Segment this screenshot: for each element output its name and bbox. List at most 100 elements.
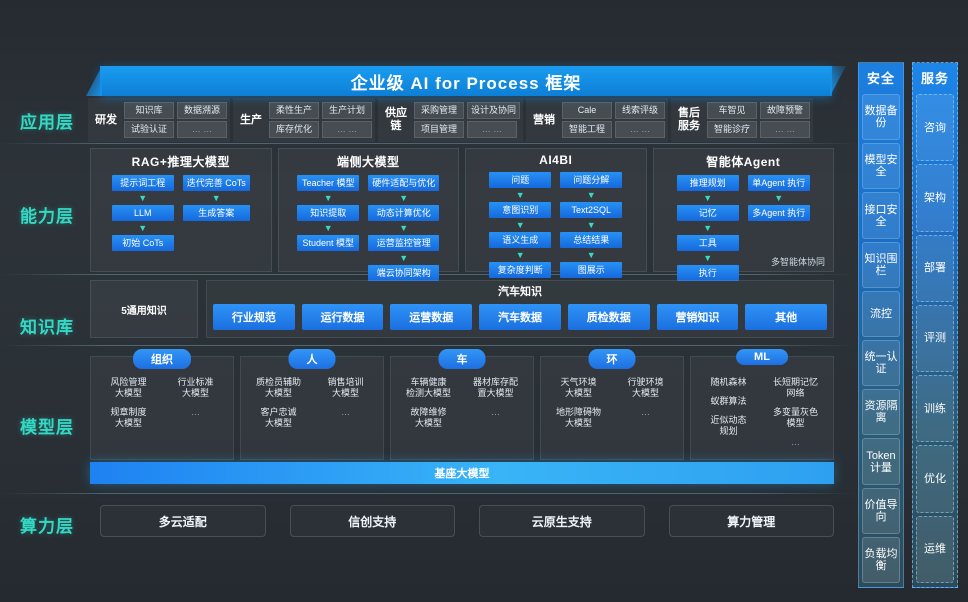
application-cell[interactable]: 线索评级 — [615, 102, 666, 119]
service-item[interactable]: 评测 — [916, 304, 954, 373]
capability-box[interactable]: AI4BI 问题 ▼ 意图识别 ▼ 语义生成 ▼ 复杂度判断 问题分解 ▼ Text2SQL ▼ 总结结… — [465, 148, 647, 278]
capability-chip[interactable]: Text2SQL — [560, 202, 623, 218]
model-group-box[interactable]: 环天气环境 大模型 地形障碍物 大模型 行驶环境 大模型… — [540, 349, 684, 460]
service-item[interactable]: 运维 — [916, 515, 954, 583]
knowledge-chip[interactable]: 行业规范 — [212, 304, 295, 330]
capability-chip[interactable]: 问题分解 — [560, 172, 623, 188]
knowledge-chip[interactable]: 运营数据 — [390, 304, 473, 330]
capability-chip[interactable]: 端云协同架构 — [368, 265, 440, 281]
capability-chip[interactable]: 单Agent 执行 — [747, 175, 810, 191]
capability-chip[interactable]: LLM — [111, 205, 174, 221]
model-item[interactable]: 蚁群算法 — [710, 396, 747, 406]
security-item[interactable]: 统一认证 — [862, 340, 900, 387]
model-item[interactable]: … — [641, 407, 650, 417]
model-item[interactable]: 故障维修 大模型 — [410, 407, 447, 428]
application-cell[interactable]: 知识库 — [124, 102, 174, 119]
application-cell[interactable]: 智能工程 — [562, 121, 613, 138]
security-item[interactable]: 流控 — [862, 290, 900, 338]
model-item[interactable]: 器材库存配 置大模型 — [472, 377, 518, 398]
knowledge-chip[interactable]: 营销知识 — [656, 304, 739, 330]
application-group[interactable]: 生产 柔性生产 生产计划 库存优化… … — [233, 98, 375, 142]
security-item[interactable]: 资源隔离 — [862, 389, 900, 436]
application-cell[interactable]: … … — [177, 121, 227, 138]
model-item[interactable]: 天气环境 大模型 — [560, 377, 597, 398]
capability-chip[interactable]: 执行 — [676, 265, 739, 281]
model-item[interactable]: 风险管理 大模型 — [110, 377, 147, 398]
model-group-box[interactable]: 人质检员辅助 大模型 客户忠诚 大模型 销售培训 大模型… — [240, 349, 384, 460]
model-group-box[interactable]: ML 随机森林 蚁群算法 近似动态 规划 长短期记忆 网络 多变量灰色 模型… — [690, 349, 834, 460]
model-group-box[interactable]: 车车辆健康 检测大模型 故障维修 大模型 器材库存配 置大模型… — [390, 349, 534, 460]
compute-cell[interactable]: 算力管理 — [668, 505, 834, 537]
capability-chip[interactable]: 初始 CoTs — [111, 235, 174, 251]
capability-box[interactable]: 智能体Agent 推理规划 ▼ 记忆 ▼ 工具 ▼ 执行 单Agent 执行 ▼ 多Agent 执行… — [652, 148, 834, 281]
capability-chip[interactable]: 语义生成 — [489, 232, 552, 248]
application-cell[interactable]: 生产计划 — [322, 102, 372, 119]
application-cell[interactable]: 设计及协同 — [467, 102, 521, 119]
capability-chip[interactable]: 复杂度判断 — [489, 262, 552, 278]
model-item[interactable]: 地形障碍物 大模型 — [555, 407, 601, 428]
model-item[interactable]: … — [491, 407, 500, 417]
application-cell[interactable]: 项目管理 — [414, 121, 464, 138]
service-item[interactable]: 部署 — [916, 234, 954, 302]
capability-chip[interactable]: 运营监控管理 — [368, 235, 440, 251]
capability-chip[interactable]: 动态计算优化 — [368, 205, 440, 221]
capability-chip[interactable]: 问题 — [489, 172, 552, 188]
model-item[interactable]: 质检员辅助 大模型 — [255, 377, 301, 398]
service-item[interactable]: 咨询 — [916, 94, 954, 162]
model-item[interactable]: 随机森林 — [710, 377, 747, 387]
knowledge-chip[interactable]: 其他 — [745, 304, 828, 330]
model-group-box[interactable]: 组织 风险管理 大模型 规章制度 大模型 行业标准 大模型… — [90, 349, 234, 460]
security-item[interactable]: 知识围栏 — [862, 241, 900, 288]
capability-chip[interactable]: 总结结果 — [560, 232, 623, 248]
capability-chip[interactable]: 生成答案 — [182, 205, 250, 221]
application-cell[interactable]: 故障预警 — [760, 102, 811, 119]
application-group[interactable]: 供应链 采购管理 设计及协同 项目管理… … — [378, 98, 524, 142]
application-cell[interactable]: 数据溯源 — [177, 102, 227, 119]
application-cell[interactable]: … … — [615, 121, 666, 138]
application-cell[interactable]: … … — [467, 121, 517, 138]
capability-chip[interactable]: 迭代完善 CoTs — [182, 175, 250, 191]
application-cell[interactable]: Cale — [562, 102, 613, 119]
service-item[interactable]: 架构 — [916, 164, 954, 232]
security-item[interactable]: 负载均衡 — [862, 536, 900, 584]
model-item[interactable]: 行业标准 大模型 — [177, 377, 214, 398]
knowledge-chip[interactable]: 运行数据 — [301, 304, 384, 330]
model-item[interactable]: 客户忠诚 大模型 — [260, 407, 297, 428]
capability-chip[interactable]: 工具 — [676, 235, 739, 251]
capability-chip[interactable]: 记忆 — [676, 205, 739, 221]
knowledge-chip[interactable]: 质检数据 — [567, 304, 650, 330]
security-item[interactable]: 模型安全 — [862, 143, 900, 190]
capability-chip[interactable]: 意图识别 — [489, 202, 552, 218]
model-item[interactable]: … — [341, 407, 350, 417]
application-cell[interactable]: 库存优化 — [269, 121, 319, 138]
model-item[interactable]: 销售培训 大模型 — [327, 377, 364, 398]
model-item[interactable]: … — [791, 437, 800, 447]
security-item[interactable]: 数据备份 — [862, 94, 900, 141]
application-cell[interactable]: 试验认证 — [124, 121, 174, 138]
capability-chip[interactable]: Teacher 模型 — [297, 175, 360, 191]
application-group[interactable]: 研发 知识库 数据溯源 试验认证… … — [88, 98, 230, 142]
compute-cell[interactable]: 云原生支持 — [479, 505, 645, 537]
capability-chip[interactable]: 硬件适配与优化 — [368, 175, 440, 191]
security-item[interactable]: Token计量 — [862, 438, 900, 485]
security-item[interactable]: 接口安全 — [862, 192, 900, 239]
capability-box[interactable]: 端侧大模型 Teacher 模型 ▼ 知识提取 ▼ Student 模型 硬件适配与优化 ▼ 动… — [277, 148, 459, 281]
application-group[interactable]: 营销 Cale 线索评级 智能工程… … — [526, 98, 669, 142]
application-group[interactable]: 售后服务 车智见 故障预警 智能诊疗… … — [671, 98, 814, 142]
capability-chip[interactable]: 推理规划 — [676, 175, 739, 191]
application-cell[interactable]: 车智见 — [707, 102, 758, 119]
model-item[interactable]: … — [191, 407, 200, 417]
application-cell[interactable]: … … — [760, 121, 811, 138]
application-cell[interactable]: 智能诊疗 — [707, 121, 758, 138]
application-cell[interactable]: … … — [322, 121, 372, 138]
compute-cell[interactable]: 多云适配 — [100, 505, 266, 537]
service-item[interactable]: 训练 — [916, 375, 954, 443]
application-cell[interactable]: 采购管理 — [414, 102, 464, 119]
capability-box[interactable]: RAG+推理大模型 提示词工程 ▼ LLM ▼ 初始 CoTs 迭代完善 CoTs ▼ 生成答案 — [90, 148, 272, 272]
model-item[interactable]: 车辆健康 检测大模型 — [405, 377, 451, 398]
model-item[interactable]: 近似动态 规划 — [710, 415, 747, 436]
application-cell[interactable]: 柔性生产 — [269, 102, 319, 119]
capability-chip[interactable]: 知识提取 — [297, 205, 360, 221]
capability-chip[interactable]: 图展示 — [560, 262, 623, 278]
compute-cell[interactable]: 信创支持 — [289, 505, 455, 537]
